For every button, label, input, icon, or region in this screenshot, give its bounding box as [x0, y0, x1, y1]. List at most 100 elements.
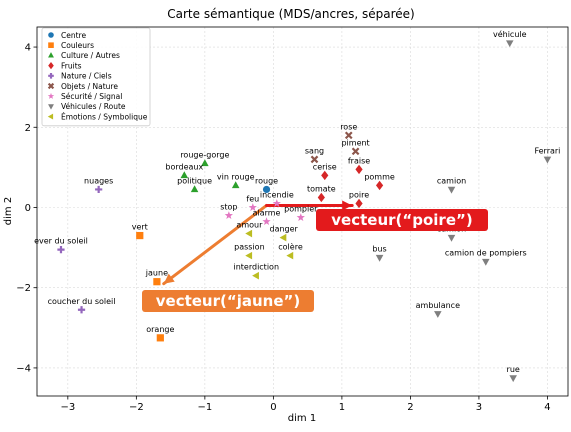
- x-tick-label: 3: [476, 402, 482, 413]
- point-star: [262, 217, 271, 226]
- x-tick-label: −3: [60, 402, 75, 413]
- point-x: [351, 147, 360, 156]
- vector-callout-box: [142, 290, 314, 312]
- point-label: poire: [349, 190, 369, 199]
- point-triangle-down: [375, 254, 384, 262]
- point-label: pomme: [364, 172, 395, 181]
- x-tick-label: 1: [339, 402, 345, 413]
- legend-marker-plus: [48, 73, 54, 79]
- point-label: feu: [246, 194, 259, 203]
- legend-marker-circle: [48, 32, 54, 38]
- point-label: Ferrari: [534, 146, 560, 155]
- point-triangle-up: [190, 185, 199, 193]
- point-triangle-down: [447, 186, 456, 194]
- point-label: piment: [341, 138, 369, 147]
- point-diamond: [355, 198, 363, 209]
- vector-callout-label: vecteur(“jaune”): [156, 292, 301, 310]
- point-diamond: [317, 192, 325, 203]
- legend-entry: Sécurité / Signal: [61, 92, 122, 101]
- x-tick-label: 2: [407, 402, 413, 413]
- legend-entry: Couleurs: [61, 41, 94, 50]
- point-label: bus: [372, 245, 386, 254]
- x-tick-label: −1: [197, 402, 212, 413]
- legend-marker-star: [47, 92, 55, 99]
- point-triangle-down: [543, 156, 552, 164]
- point-square: [136, 231, 144, 240]
- point-label: colère: [278, 242, 303, 252]
- point-star: [248, 203, 257, 211]
- point-label: coucher du soleil: [48, 297, 116, 306]
- point-triangle-up: [231, 181, 240, 189]
- point-x: [310, 155, 319, 164]
- point-label: rose: [340, 122, 357, 131]
- point-label: rouge-gorge: [180, 150, 229, 159]
- point-label: vert: [132, 223, 148, 232]
- legend-entry: Fruits: [61, 61, 82, 70]
- point-label: cerise: [313, 162, 337, 171]
- legend-entry: Culture / Autres: [61, 51, 120, 60]
- point-label: alarme: [253, 209, 281, 218]
- point-diamond: [375, 180, 384, 191]
- x-tick-label: 0: [270, 402, 276, 413]
- chart-title: Carte sémantique (MDS/ancres, séparée): [167, 7, 414, 21]
- point-triangle-down: [482, 258, 490, 266]
- point-diamond: [321, 170, 329, 181]
- legend-marker-triangle-up: [48, 52, 54, 58]
- point-label: jaune: [145, 269, 168, 278]
- legend-marker-diamond: [48, 61, 54, 70]
- point-triangle-left: [286, 251, 294, 260]
- point-label: sang: [305, 146, 324, 155]
- point-label: vin rouge: [217, 172, 255, 181]
- axis-ticks: −3 −2 −1 0 1 2 3 4 −4 −2 0 2 4: [16, 43, 550, 413]
- x-tick-label: −2: [129, 402, 144, 413]
- legend-marker-x: [47, 82, 55, 90]
- point-triangle-left: [245, 229, 253, 238]
- point-star: [296, 213, 305, 222]
- point-label: camion: [437, 176, 466, 185]
- point-circle: [262, 185, 271, 194]
- point-triangle-up: [180, 171, 189, 179]
- point-label: interdiction: [233, 263, 279, 272]
- vector-arrow-head: [163, 273, 175, 284]
- point-plus: [57, 246, 65, 254]
- y-axis-title: dim 2: [3, 197, 14, 225]
- point-triangle-left: [279, 233, 287, 242]
- point-label: bordeaux: [165, 162, 203, 171]
- plot-frame: [36, 26, 569, 397]
- point-label: fraise: [348, 156, 370, 165]
- point-x: [344, 131, 353, 140]
- point-label: politique: [177, 176, 212, 185]
- point-plus: [77, 306, 86, 314]
- y-tick-label: 4: [25, 43, 31, 54]
- point-triangle-down: [434, 311, 442, 318]
- legend-entry: Objets / Nature: [61, 82, 118, 91]
- vector-arrow-head: [342, 200, 353, 211]
- point-triangle-down: [509, 375, 517, 383]
- x-tick-label: 4: [544, 402, 550, 413]
- y-tick-label: −2: [16, 283, 31, 294]
- y-tick-label: −4: [16, 363, 31, 374]
- point-label: rue: [507, 365, 520, 374]
- point-label: rouge: [255, 176, 278, 185]
- point-label: amour: [236, 221, 263, 230]
- legend-marker-triangle-left: [47, 113, 54, 120]
- point-label: stop: [220, 203, 237, 212]
- point-label: incendie: [260, 190, 294, 199]
- point-label: tomate: [307, 184, 336, 193]
- point-triangle-left: [245, 251, 253, 260]
- point-label: ambulance: [416, 301, 460, 310]
- vector-callout-label: vecteur(“poire”): [331, 211, 472, 229]
- point-label: véhicule: [493, 29, 527, 39]
- vector-arrows: [162, 200, 354, 286]
- point-star: [224, 211, 233, 220]
- legend-marker-square: [48, 42, 54, 48]
- legend-entry: Nature / Ciels: [61, 72, 112, 81]
- point-plus: [95, 185, 103, 194]
- point-label: danger: [269, 225, 298, 234]
- vector-callouts: vecteur(“jaune”) vecteur(“poire”): [142, 209, 488, 312]
- point-triangle-down: [447, 234, 456, 242]
- point-triangle-up: [201, 159, 209, 167]
- vector-callout-box: [316, 209, 488, 231]
- point-label: passion: [234, 243, 265, 252]
